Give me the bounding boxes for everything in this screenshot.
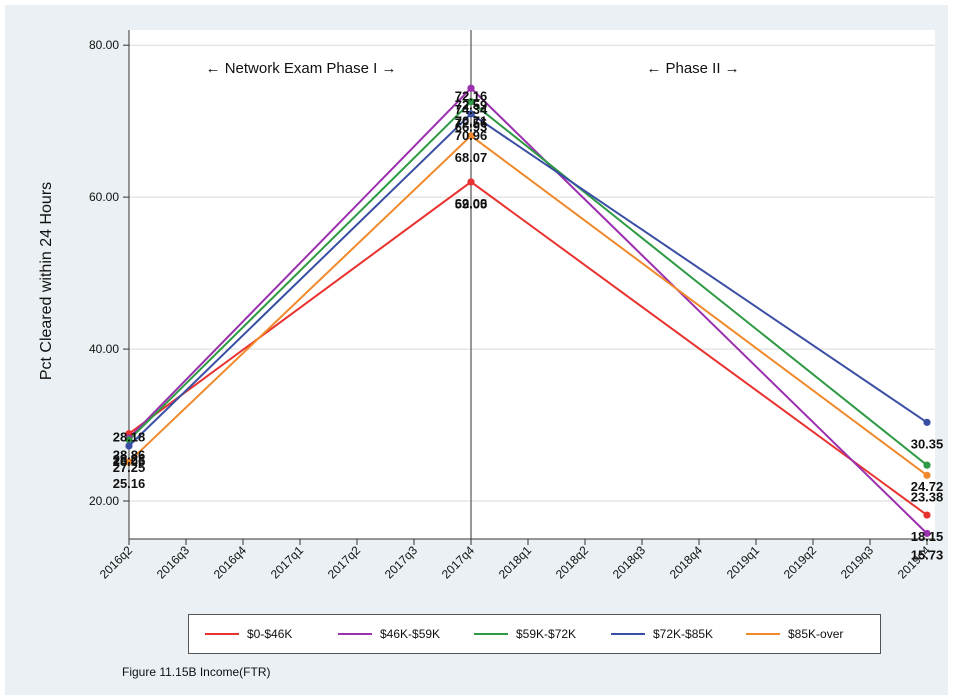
phase-one-annotation: ← Network Exam Phase I → [206, 60, 397, 77]
data-point [125, 436, 133, 444]
legend-swatch-72k-85k [611, 633, 645, 635]
data-label: 66.93 [455, 120, 488, 135]
data-label: 28.18 [113, 430, 146, 445]
data-point [467, 84, 475, 92]
data-label: 28.86 [113, 448, 146, 463]
x-tick-label: 2018q2 [553, 543, 591, 581]
data-point [467, 178, 475, 186]
data-label: 25.16 [113, 476, 146, 491]
data-label: 18.15 [911, 529, 944, 544]
data-point [125, 458, 133, 466]
x-tick-label: 2018q4 [667, 543, 705, 581]
legend: $0-$46K $46K-$59K $59K-$72K $72K-$85K $8… [188, 614, 881, 654]
legend-swatch-59k-72k [474, 633, 508, 635]
x-tick-label: 2018q3 [610, 543, 648, 581]
legend-swatch-85k-over [746, 633, 780, 635]
x-tick-label: 2017q3 [382, 543, 420, 581]
data-label: 70.71 [455, 114, 488, 129]
data-label: 28.28 [113, 452, 146, 467]
data-point [923, 511, 931, 519]
legend-item-85k-over: $85K-over [746, 615, 843, 653]
data-label: 27.25 [113, 460, 146, 475]
x-tick-label: 2016q4 [211, 543, 249, 581]
legend-item-59k-72k: $59K-$72K [474, 615, 576, 653]
x-tick-label: 2016q3 [154, 543, 192, 581]
figure-panel: 20.00 40.00 60.00 80.00 2016q2 2016q3 2016q4 20… [5, 5, 948, 695]
figure-caption: Figure 11.15B Income(FTR) [122, 665, 271, 679]
data-label: 15.73 [911, 547, 944, 562]
data-label: 24.72 [911, 479, 944, 494]
data-point [125, 442, 133, 450]
data-label: 30.35 [911, 436, 944, 451]
data-point [467, 110, 475, 118]
data-label: 74.34 [455, 102, 488, 117]
phase-two-annotation: ← Phase II → [646, 60, 739, 77]
legend-label-0-46k: $0-$46K [247, 627, 293, 641]
legend-label-46k-59k: $46K-$59K [380, 627, 441, 641]
legend-item-0-46k: $0-$46K [205, 615, 292, 653]
plot-area [129, 30, 935, 539]
data-point [467, 98, 475, 106]
legend-item-46k-59k: $46K-$59K [338, 615, 440, 653]
legend-label-59k-72k: $59K-$72K [516, 627, 577, 641]
data-label: 62.00 [455, 196, 488, 211]
x-tick-label: 2017q2 [325, 543, 363, 581]
data-label: 72.56 [455, 116, 488, 131]
line-chart: 20.00 40.00 60.00 80.00 2016q2 2016q3 2016q4 20… [38, 30, 944, 581]
legend-label-85k-over: $85K-over [788, 627, 844, 641]
x-tick-label: 2019q3 [838, 543, 876, 581]
data-label: 72.16 [455, 89, 488, 104]
x-tick-label: 2019q1 [724, 543, 762, 581]
data-point [923, 461, 931, 469]
legend-item-72k-85k: $72K-$85K [611, 615, 713, 653]
y-axis-title: Pct Cleared within 24 Hours [38, 182, 55, 380]
data-label: 23.38 [911, 489, 944, 504]
x-tick-label: 2019q2 [781, 543, 819, 581]
data-label: 68.07 [455, 150, 488, 165]
legend-swatch-46k-59k [338, 633, 372, 635]
data-point [923, 418, 931, 426]
x-tick-label: 2017q4 [439, 543, 477, 581]
data-label: 70.96 [455, 128, 488, 143]
x-tick-label: 2016q2 [97, 543, 135, 581]
data-point [923, 471, 931, 479]
y-tick-label: 20.00 [89, 494, 119, 508]
legend-label-72k-85k: $72K-$85K [653, 627, 714, 641]
data-label: 28.05 [113, 454, 146, 469]
data-point [923, 529, 931, 538]
data-label: 72.59 [455, 98, 488, 113]
legend-swatch-0-46k [205, 633, 239, 635]
data-point [467, 132, 475, 140]
x-tick-label: 2017q1 [268, 543, 306, 581]
y-tick-label: 80.00 [89, 38, 119, 52]
y-tick-label: 60.00 [89, 190, 119, 204]
x-tick-label: 2018q1 [496, 543, 534, 581]
y-tick-label: 40.00 [89, 342, 119, 356]
data-label: 59.05 [455, 196, 488, 211]
